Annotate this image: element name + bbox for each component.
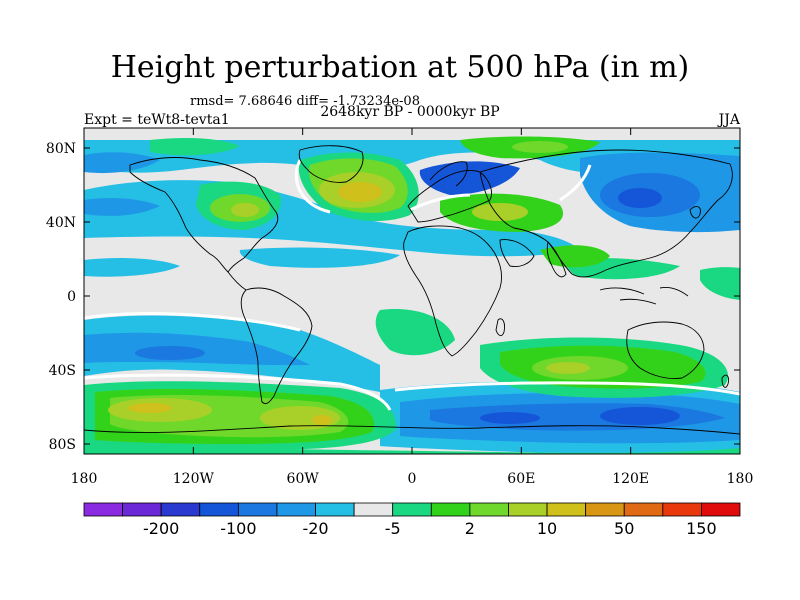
colorbar-swatch xyxy=(160,502,201,517)
south-america-outline xyxy=(240,287,313,405)
japan-outline xyxy=(689,206,701,219)
y-tick-label: 0 xyxy=(67,289,76,305)
x-tick-label: 0 xyxy=(408,471,417,487)
colorbar-label: 50 xyxy=(614,519,634,538)
madagascar-outline xyxy=(495,318,505,337)
central-america-outline xyxy=(227,271,247,291)
x-tick-label: 120W xyxy=(173,471,215,487)
colorbar-swatch xyxy=(83,502,123,517)
colorbar-label: -20 xyxy=(302,519,328,538)
x-tick-label: 60W xyxy=(287,471,320,487)
experiment-label: Expt = teWt8-tevta1 xyxy=(84,112,230,128)
colorbar-label: -5 xyxy=(385,519,401,538)
colorbar-swatch xyxy=(701,502,741,517)
australia-outline xyxy=(626,321,705,379)
scandinavia-outline xyxy=(429,161,468,187)
europe-outline xyxy=(407,169,492,223)
greenland-outline xyxy=(298,145,364,183)
africa-outline xyxy=(403,225,503,357)
southern-negative-band xyxy=(84,315,740,454)
y-tick-label: 40N xyxy=(46,215,76,231)
colorbar-label: 10 xyxy=(537,519,557,538)
colorbar-swatch xyxy=(315,502,355,517)
x-tick-label: 120E xyxy=(612,471,649,487)
colorbar-swatch xyxy=(662,502,702,517)
colorbar-swatch xyxy=(199,502,239,517)
colorbar-label: -200 xyxy=(143,519,179,538)
colorbar-swatch xyxy=(585,502,625,517)
antarctica-outline xyxy=(84,425,740,435)
colorbar-label: 150 xyxy=(686,519,717,538)
asia-outline xyxy=(479,149,733,278)
northern-positive-zones xyxy=(150,136,610,268)
colorbar-swatch xyxy=(430,502,471,517)
contour-field xyxy=(84,128,740,454)
colorbar-swatch xyxy=(237,502,278,517)
colorbar-swatch xyxy=(623,502,664,517)
y-tick-label: 80S xyxy=(49,437,76,453)
colorbar-label: 2 xyxy=(465,519,475,538)
y-tick-label: 40S xyxy=(49,363,76,379)
colorbar-swatch xyxy=(508,502,548,517)
contour-gaps xyxy=(84,159,740,411)
y-tick-label: 80N xyxy=(46,141,76,157)
longitude-axis: 180 120W 60W 0 60E 120E 180 xyxy=(71,128,754,487)
colorbar-swatch xyxy=(546,502,587,517)
latitude-axis: 80N 40N 0 40S 80S xyxy=(46,141,740,453)
x-tick-label: 180 xyxy=(71,471,98,487)
india-outline xyxy=(546,241,567,278)
colorbar xyxy=(83,502,741,517)
x-tick-label: 60E xyxy=(507,471,535,487)
map-title: Height perturbation at 500 hPa (in m) xyxy=(110,50,690,85)
coastlines xyxy=(84,145,740,435)
colorbar-swatch xyxy=(276,502,316,517)
colorbar-label: -100 xyxy=(220,519,256,538)
new-zealand-outline xyxy=(721,374,729,388)
period-label: 2648kyr BP - 0000kyr BP xyxy=(320,104,500,120)
colorbar-labels: -200 -100 -20 -5 2 10 50 150 xyxy=(143,519,717,538)
colorbar-swatch xyxy=(353,502,394,517)
colorbar-swatch xyxy=(392,502,432,517)
north-america-outline xyxy=(129,157,279,273)
x-tick-label: 180 xyxy=(727,471,754,487)
indonesia-outline xyxy=(599,287,689,305)
arabia-outline xyxy=(499,239,535,267)
stats-label: rmsd= 7.68646 diff= -1.73234e-08 xyxy=(190,94,420,109)
colorbar-swatch xyxy=(469,502,509,517)
colorbar-swatch xyxy=(122,502,162,517)
season-label: JJA xyxy=(718,112,740,128)
